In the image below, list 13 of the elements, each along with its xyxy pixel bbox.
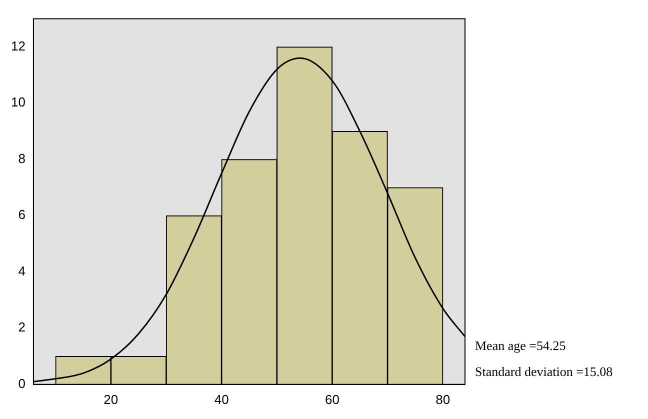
x-tick-label: 80 — [436, 392, 450, 407]
x-tick-label: 40 — [214, 392, 229, 407]
text: Mean age =54.25 — [475, 338, 566, 353]
y-tick-label: 12 — [10, 38, 26, 54]
x-tick-label: 60 — [324, 392, 340, 407]
x-tick-label: 20 — [104, 392, 118, 407]
text: Standard deviation =15.08 — [475, 364, 613, 379]
y-tick-label: 6 — [18, 207, 26, 222]
y-tick-label: 8 — [18, 150, 26, 166]
y-tick-label: 10 — [10, 94, 26, 110]
y-tick-label: 2 — [18, 320, 26, 335]
y-tick-label: 4 — [18, 263, 26, 278]
y-tick-label: 0 — [18, 376, 26, 391]
